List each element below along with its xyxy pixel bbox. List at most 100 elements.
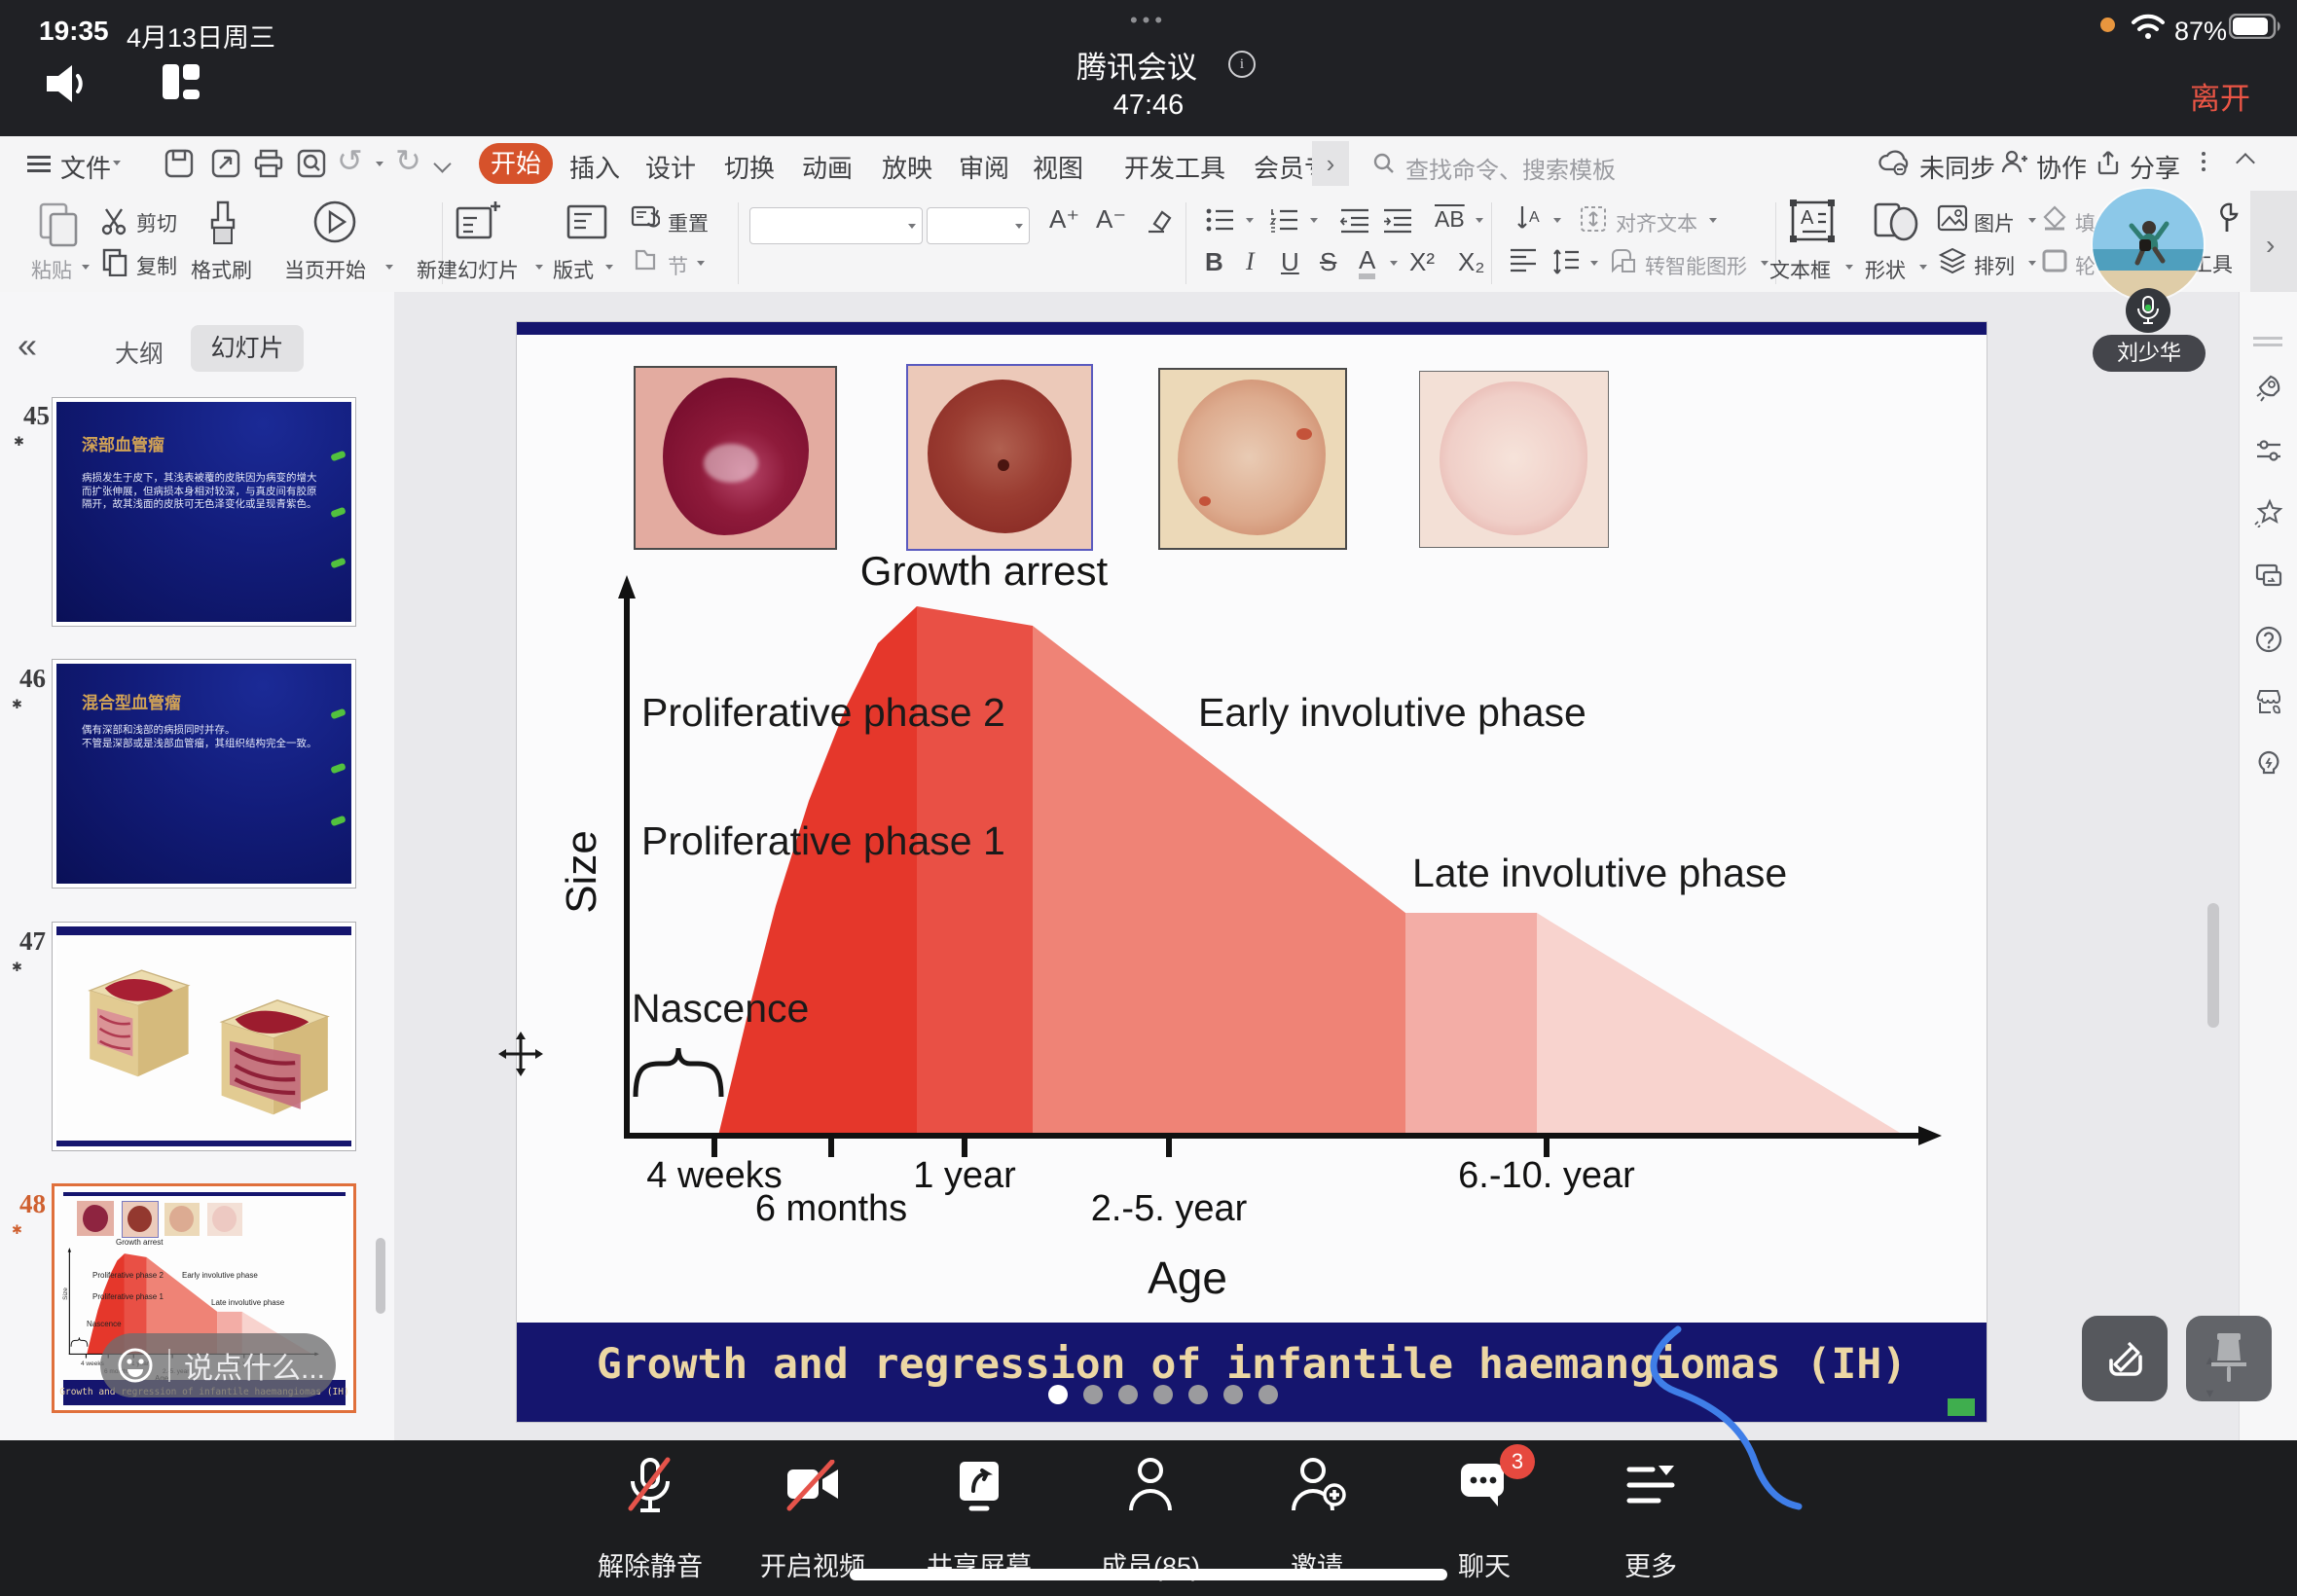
print-icon[interactable] xyxy=(253,148,284,179)
tab-animation[interactable]: 动画 xyxy=(802,154,854,183)
info-icon[interactable]: i xyxy=(1228,51,1256,78)
cast-screen-icon[interactable] xyxy=(2254,561,2283,590)
underline-button[interactable]: U xyxy=(1281,247,1299,276)
to-smartart-icon[interactable] xyxy=(1610,247,1639,276)
picture-button[interactable]: 图片 xyxy=(1974,213,2015,236)
tab-design[interactable]: 设计 xyxy=(645,154,697,183)
tab-home[interactable]: 开始 xyxy=(479,143,553,184)
layout-button[interactable]: 版式 xyxy=(553,260,594,282)
align-text-button[interactable]: 对齐文本 xyxy=(1616,213,1697,236)
shrink-font-button[interactable]: A⁻ xyxy=(1096,204,1127,234)
paste-button[interactable]: 粘贴 xyxy=(31,260,72,282)
numbered-list-icon[interactable] xyxy=(1269,206,1300,234)
presenter-avatar[interactable] xyxy=(2093,189,2204,300)
line-spacing-icon[interactable] xyxy=(1551,247,1581,276)
format-painter-icon[interactable] xyxy=(204,199,241,249)
collapse-sidebar-button[interactable]: « xyxy=(18,325,38,365)
textbox-button[interactable]: 文本框 xyxy=(1769,260,1831,282)
collaborate-button[interactable]: 协作 xyxy=(2036,154,2088,183)
rocket-icon[interactable] xyxy=(2254,374,2283,403)
reset-icon[interactable] xyxy=(631,203,660,231)
align-text-icon[interactable] xyxy=(1579,204,1608,234)
subscript-button[interactable]: X₂ xyxy=(1458,247,1485,276)
window-drag-dots[interactable]: ••• xyxy=(1129,8,1168,32)
sidebar-scrollbar-thumb[interactable] xyxy=(376,1238,385,1314)
slide-47-thumbnail[interactable] xyxy=(52,922,356,1151)
to-smartart-button[interactable]: 转智能图形 xyxy=(1645,256,1747,278)
outline-button[interactable]: 轮 xyxy=(2075,256,2096,278)
more-menu-icon[interactable] xyxy=(2202,152,2206,156)
help-icon[interactable] xyxy=(2254,625,2283,654)
cloud-sync-icon[interactable] xyxy=(1878,150,1912,175)
play-from-page-button[interactable]: 当页开始 xyxy=(284,260,366,282)
fill-icon[interactable] xyxy=(2040,204,2069,232)
new-slide-icon[interactable] xyxy=(454,199,502,245)
tab-transition[interactable]: 切换 xyxy=(724,154,776,183)
arrange-icon[interactable] xyxy=(1937,247,1968,274)
increase-indent-icon[interactable] xyxy=(1382,206,1413,234)
layout-icon[interactable] xyxy=(565,199,609,245)
file-menu[interactable]: 文件 xyxy=(60,154,112,183)
tab-slides[interactable]: 幻灯片 xyxy=(191,325,304,372)
tab-slideshow[interactable]: 放映 xyxy=(882,154,933,183)
current-slide[interactable]: Growth arrest Proliferati xyxy=(516,321,1987,1423)
new-slide-button[interactable]: 新建幻灯片 xyxy=(417,260,519,282)
file-menu-caret[interactable] xyxy=(113,161,121,165)
save-icon[interactable] xyxy=(164,148,195,179)
decrease-indent-icon[interactable] xyxy=(1339,206,1370,234)
copy-icon[interactable] xyxy=(101,247,128,276)
grow-font-button[interactable]: A⁺ xyxy=(1049,204,1080,234)
panel-drag-handle[interactable] xyxy=(2253,337,2282,340)
speaker-icon[interactable] xyxy=(43,60,97,107)
menu-icon[interactable] xyxy=(27,156,51,159)
text-direction-icon[interactable]: A xyxy=(1514,204,1544,234)
tab-insert[interactable]: 插入 xyxy=(569,154,621,183)
play-from-page-icon[interactable] xyxy=(311,199,358,245)
cut-button[interactable]: 剪切 xyxy=(136,213,177,236)
textbox-icon[interactable]: A xyxy=(1787,197,1838,245)
wps-store-icon[interactable] xyxy=(2254,687,2283,716)
search-input[interactable]: 查找命令、搜索模板 xyxy=(1405,158,1616,184)
bullet-list-icon[interactable] xyxy=(1205,206,1236,234)
tabs-overflow-chevron[interactable]: › xyxy=(1312,141,1349,186)
export-icon[interactable] xyxy=(210,148,241,179)
reset-button[interactable]: 重置 xyxy=(668,213,709,236)
tab-devtools[interactable]: 开发工具 xyxy=(1124,154,1226,183)
pin-toolbar-button[interactable] xyxy=(2186,1316,2272,1401)
shapes-button[interactable]: 形状 xyxy=(1865,260,1906,282)
fill-button[interactable]: 填 xyxy=(2075,213,2096,236)
cut-icon[interactable] xyxy=(99,206,128,236)
tools-wrench-icon[interactable] xyxy=(2211,200,2242,236)
section-button[interactable]: 节 xyxy=(668,256,688,278)
clear-format-icon[interactable] xyxy=(1145,206,1174,236)
paste-icon[interactable] xyxy=(37,200,80,249)
chat-quick-bubble[interactable]: 说点什么... xyxy=(100,1333,336,1397)
idea-bulb-icon[interactable] xyxy=(2254,749,2283,779)
italic-button[interactable]: I xyxy=(1246,247,1255,275)
superscript-button[interactable]: X² xyxy=(1409,247,1435,276)
char-spacing-button[interactable]: AB xyxy=(1435,206,1465,232)
emoji-smile-icon[interactable] xyxy=(116,1346,155,1385)
redo-icon[interactable]: ↻ xyxy=(395,143,421,178)
home-indicator[interactable] xyxy=(850,1569,1447,1580)
undo-caret[interactable] xyxy=(376,162,383,166)
bold-button[interactable]: B xyxy=(1205,247,1223,276)
sparkle-star-icon[interactable] xyxy=(2254,498,2283,527)
outline-icon[interactable] xyxy=(2040,247,2069,274)
slide-45-thumbnail[interactable]: 深部血管瘤 病损发生于皮下，其浅表被覆的皮肤因为病变的增大而扩张伸展，但病损本身… xyxy=(52,397,356,627)
leave-meeting-button[interactable]: 离开 xyxy=(2190,82,2250,116)
undo-icon[interactable]: ↺ xyxy=(337,143,363,178)
tab-review[interactable]: 审阅 xyxy=(959,154,1010,183)
share-icon[interactable] xyxy=(2095,149,2122,176)
font-size-select[interactable] xyxy=(927,207,1030,244)
tab-outline[interactable]: 大纲 xyxy=(115,341,164,368)
picture-icon[interactable] xyxy=(1937,204,1968,232)
layout-switch-icon[interactable] xyxy=(161,62,201,101)
sliders-icon[interactable] xyxy=(2254,436,2283,465)
canvas-scrollbar-thumb[interactable] xyxy=(2207,903,2219,1028)
share-button[interactable]: 分享 xyxy=(2130,154,2181,183)
panel-expand-chevron[interactable]: › xyxy=(2266,230,2276,260)
strikethrough-button[interactable]: S xyxy=(1320,247,1337,276)
copy-button[interactable]: 复制 xyxy=(136,256,177,278)
arrange-button[interactable]: 排列 xyxy=(1974,256,2015,278)
